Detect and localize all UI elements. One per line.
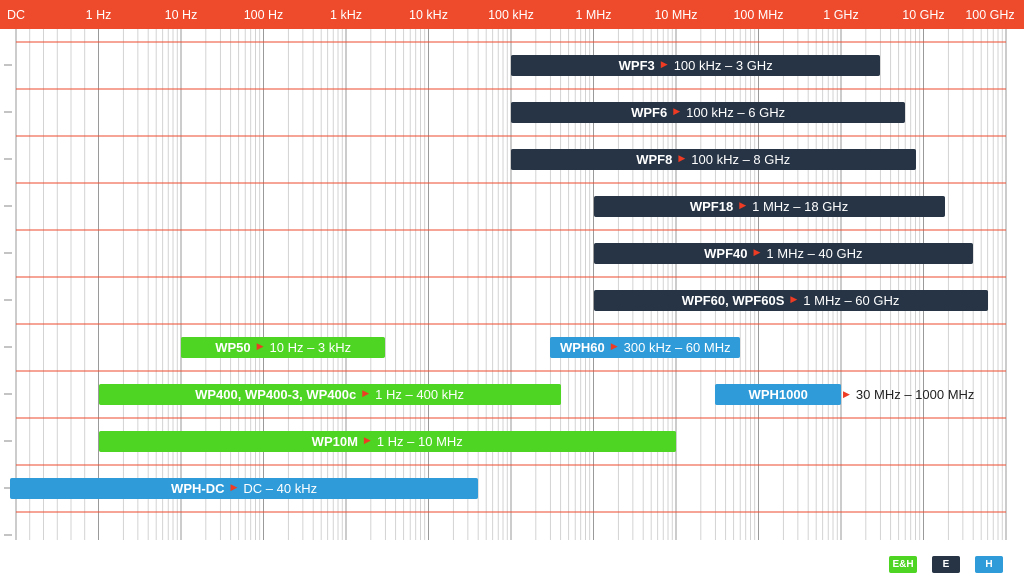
bar-range-label: 1 Hz – 10 MHz: [376, 434, 463, 449]
range-bar: WP10M ▶ 1 Hz – 10 MHz: [98, 431, 676, 452]
legend-chip: H: [975, 556, 1003, 573]
legend: E&H E H: [0, 556, 1024, 574]
x-tick-label: 100 GHz: [965, 8, 1015, 22]
triangle-arrow-icon: ▶: [610, 341, 618, 351]
bar-range-label: 10 Hz – 3 kHz: [269, 340, 352, 355]
triangle-arrow-icon: ▶: [790, 294, 798, 304]
chart-grid: [4, 29, 1007, 540]
triangle-arrow-icon: ▶: [660, 59, 668, 69]
triangle-arrow-icon: ▶: [739, 200, 747, 210]
x-tick-label: 10 MHz: [654, 8, 698, 22]
bar-range-label: DC – 40 kHz: [243, 481, 318, 496]
range-bar: WPF6 ▶ 100 kHz – 6 GHz: [511, 102, 906, 123]
x-tick-label: 100 Hz: [243, 8, 284, 22]
x-tick-label: 1 kHz: [330, 8, 362, 22]
bar-range-label: 100 kHz – 8 GHz: [691, 152, 791, 167]
bar-name-label: WP400, WP400-3, WP400c: [195, 387, 357, 402]
bar-name-label: WP10M: [311, 434, 358, 449]
bar-name-label: WPH-DC: [171, 481, 225, 496]
x-tick-label: 10 Hz: [164, 8, 198, 22]
bar-name-label: WPF3: [618, 58, 655, 73]
bar-name-label: WPF6: [631, 105, 668, 120]
bar-name-label: WPF40: [704, 246, 748, 261]
triangle-arrow-icon: ▶: [363, 435, 371, 445]
bar-range-label: 100 kHz – 6 GHz: [686, 105, 786, 120]
range-bar: WPF3 ▶ 100 kHz – 3 GHz: [511, 55, 881, 76]
bar-range-label: 30 MHz – 1000 MHz: [855, 387, 975, 402]
bar-name-label: WP50: [215, 340, 251, 355]
range-bar: WPF18 ▶ 1 MHz – 18 GHz: [593, 196, 945, 217]
x-tick-label: 1 GHz: [823, 8, 859, 22]
range-bar: WPF60, WPF60S ▶ 1 MHz – 60 GHz: [593, 290, 988, 311]
triangle-arrow-icon: ▶: [673, 106, 681, 116]
x-tick-label: 1 Hz: [85, 8, 112, 22]
bar-name-label: WPF8: [636, 152, 673, 167]
bar-name-label: WPF18: [689, 199, 734, 214]
bar-outside-label: ▶ 30 MHz – 1000 MHz: [843, 384, 974, 405]
x-tick-label: 10 GHz: [902, 8, 945, 22]
triangle-arrow-icon: ▶: [678, 153, 686, 163]
x-tick-label: 100 MHz: [733, 8, 784, 22]
bar-range-label: 1 MHz – 18 GHz: [752, 199, 849, 214]
bar-name-label: WPH60: [559, 340, 605, 355]
range-bar: WPH1000: [715, 384, 841, 405]
triangle-arrow-icon: ▶: [256, 341, 264, 351]
x-tick-label: 100 kHz: [488, 8, 534, 22]
triangle-arrow-icon: ▶: [753, 247, 761, 257]
range-bar: WPH-DC ▶ DC – 40 kHz: [10, 478, 479, 499]
range-bar: WP400, WP400-3, WP400c ▶ 1 Hz – 400 kHz: [98, 384, 561, 405]
range-bar: WP50 ▶ 10 Hz – 3 kHz: [181, 337, 386, 358]
triangle-arrow-icon: ▶: [230, 482, 238, 492]
x-tick-label: DC: [6, 8, 26, 22]
bar-range-label: 100 kHz – 3 GHz: [673, 58, 773, 73]
triangle-arrow-icon: ▶: [843, 389, 850, 399]
bar-range-label: 1 Hz – 400 kHz: [375, 387, 465, 402]
frequency-axis-header: DC 1 Hz 10 Hz 100 Hz 1 kHz 10 kHz 100 kHz 1 MHz…: [0, 0, 1024, 29]
triangle-arrow-icon: ▶: [362, 388, 370, 398]
x-tick-label: 10 kHz: [409, 8, 448, 22]
range-bar: WPF40 ▶ 1 MHz – 40 GHz: [593, 243, 974, 264]
x-tick-label: 1 MHz: [575, 8, 612, 22]
bar-range-label: 300 kHz – 60 MHz: [623, 340, 731, 355]
legend-chip: E&H: [889, 556, 917, 573]
range-bar: WPH60 ▶ 300 kHz – 60 MHz: [550, 337, 741, 358]
legend-chip: E: [932, 556, 960, 573]
bar-range-label: 1 MHz – 60 GHz: [803, 293, 900, 308]
bar-name-label: WPH1000: [748, 387, 808, 402]
range-bar: WPF8 ▶ 100 kHz – 8 GHz: [511, 149, 916, 170]
bar-range-label: 1 MHz – 40 GHz: [766, 246, 863, 261]
bar-name-label: WPF60, WPF60S: [681, 293, 785, 308]
